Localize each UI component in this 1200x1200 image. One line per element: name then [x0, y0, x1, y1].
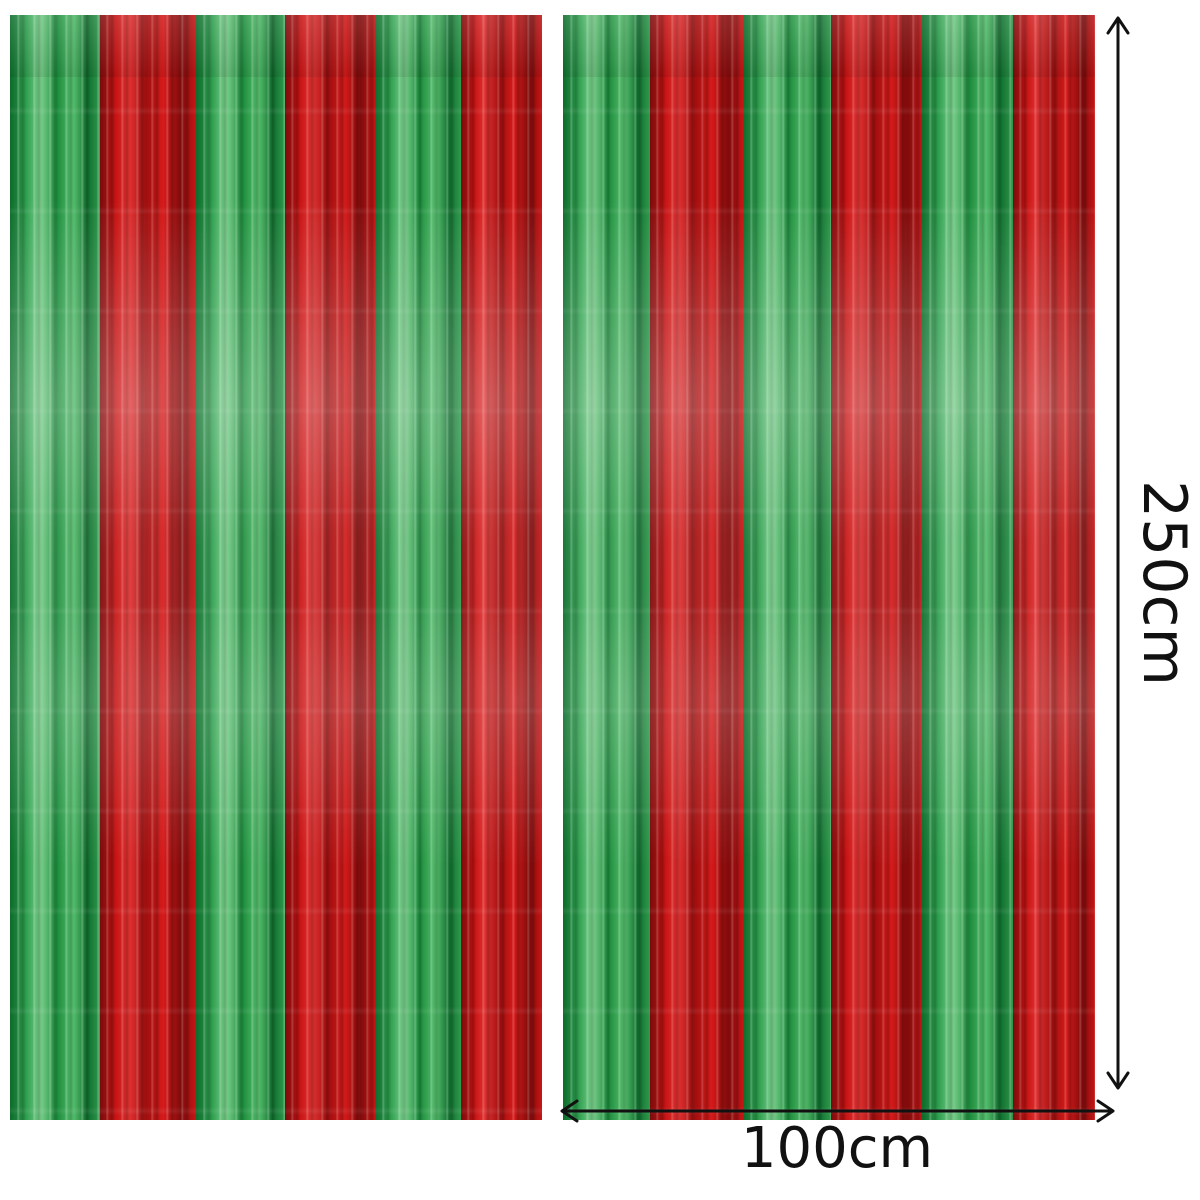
left-red-strip-2: [285, 15, 375, 1120]
left-curtain: [10, 15, 542, 1120]
left-green-strip-1: [10, 15, 100, 1120]
right-green-strip-1: [563, 15, 650, 1120]
right-green-strip-3: [922, 15, 1013, 1120]
right-red-strip-1: [650, 15, 743, 1120]
width-dimension-label: 100cm: [740, 1116, 934, 1181]
width-arrow-right: [1096, 1099, 1115, 1123]
left-red-strip-3: [461, 15, 542, 1120]
right-green-strip-2: [743, 15, 831, 1120]
left-red-strip-1: [100, 15, 196, 1120]
right-red-strip-3: [1013, 15, 1095, 1120]
left-green-strip-3: [375, 15, 461, 1120]
right-curtain: [563, 15, 1095, 1120]
height-dimension-label: 250cm: [1129, 480, 1199, 686]
left-green-strip-2: [196, 15, 285, 1120]
height-arrow-top: [1106, 16, 1130, 35]
right-red-strip-2: [831, 15, 922, 1120]
height-arrow-bottom: [1106, 1071, 1130, 1090]
